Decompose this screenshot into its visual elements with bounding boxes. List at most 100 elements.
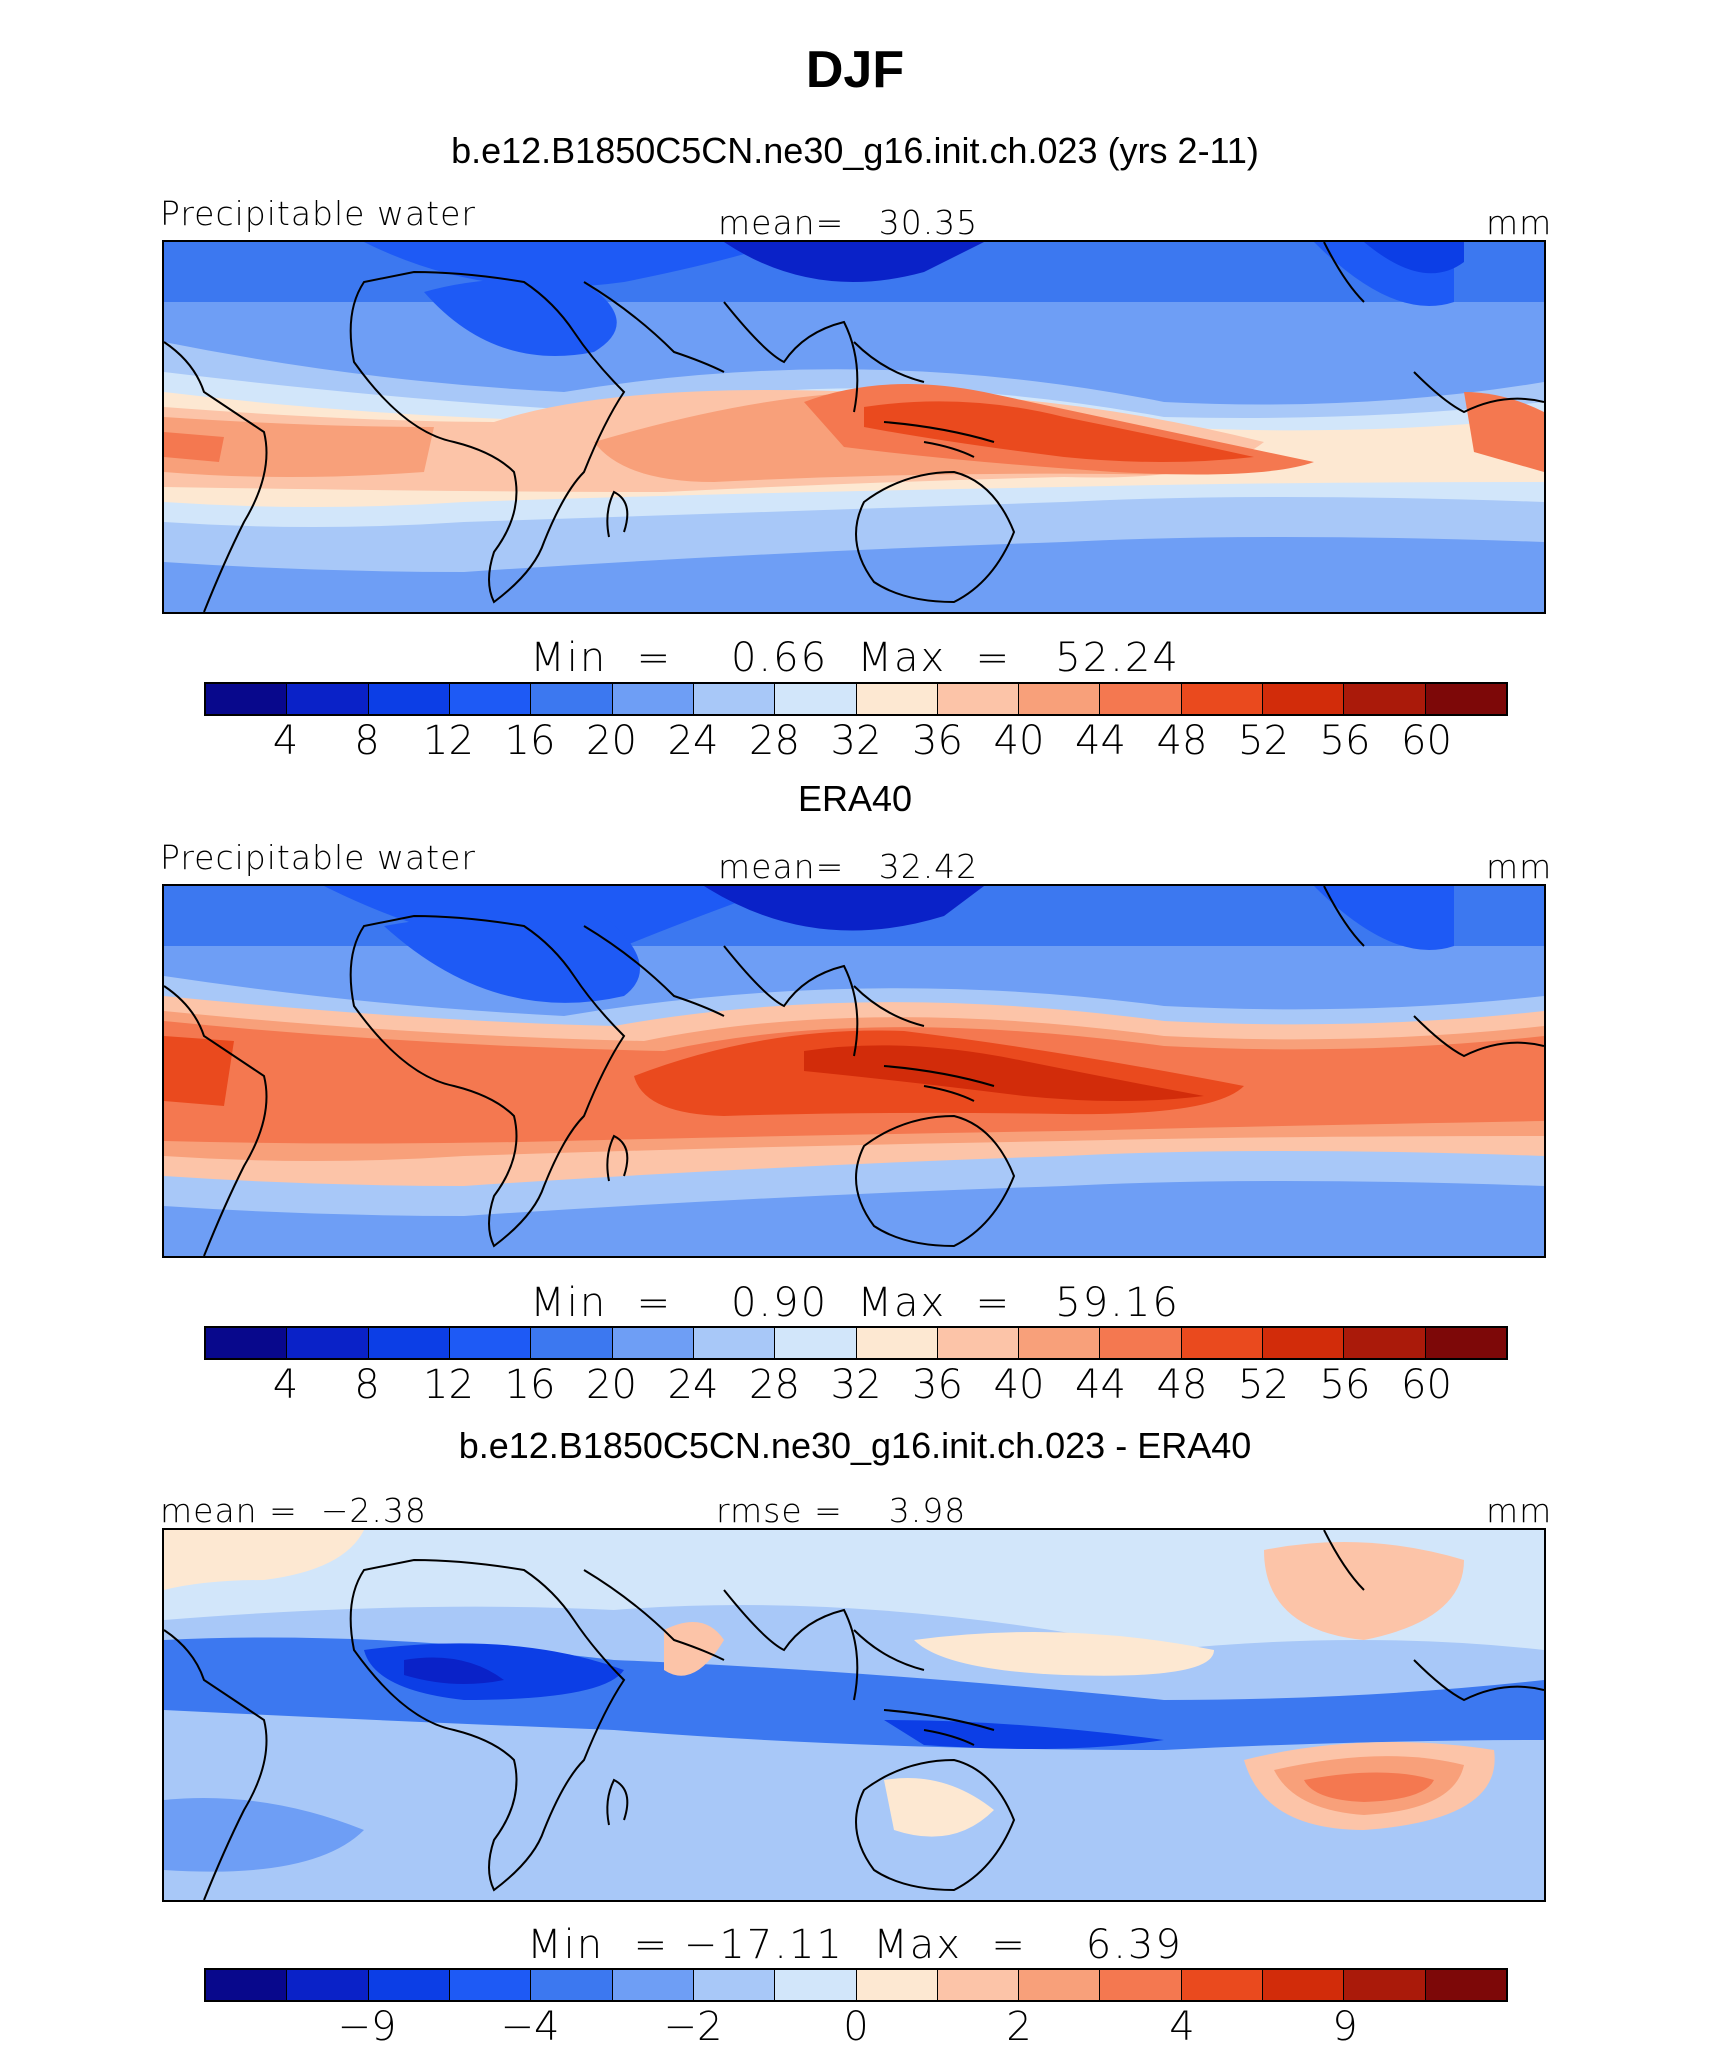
colorbar-box: [1019, 684, 1101, 714]
colorbar-box: [1344, 1328, 1426, 1358]
colorbar-box: [1100, 1970, 1182, 2000]
tick-label: 12: [423, 1362, 474, 1408]
minmax-label: Min = 0.90 Max = 59.16: [530, 1280, 1180, 1326]
colorbar-box: [1263, 1328, 1345, 1358]
colorbar-box: [612, 684, 694, 714]
colorbar-box: [856, 684, 938, 714]
tick-label: 9: [1332, 2004, 1358, 2050]
tick-label: 28: [749, 718, 800, 764]
colorbar-box: [937, 684, 1020, 714]
tick-label: 56: [1319, 1362, 1371, 1408]
tick-label: −2: [663, 2004, 723, 2050]
tick-label: 4: [1169, 2004, 1195, 2050]
colorbar-box: [449, 684, 532, 714]
colorbar-box: [1100, 684, 1182, 714]
colorbar-box: [1425, 1328, 1506, 1358]
tick-label: 4: [272, 718, 299, 764]
tick-label: 44: [1075, 718, 1126, 764]
field-label: Precipitable water: [160, 838, 476, 877]
colorbar-box: [1181, 684, 1264, 714]
colorbar-box: [856, 1970, 938, 2000]
field-label: Precipitable water: [160, 194, 476, 233]
tick-label: 32: [830, 718, 882, 764]
tick-label: 12: [423, 718, 474, 764]
colorbar-box: [775, 684, 857, 714]
minmax-label: Min = −17.11 Max = 6.39: [527, 1922, 1183, 1968]
units-label: mm: [1486, 847, 1553, 886]
tick-label: 20: [586, 1362, 637, 1408]
colorbar-box: [693, 1328, 776, 1358]
units-label: mm: [1486, 1491, 1553, 1530]
colorbar-box: [1100, 1328, 1182, 1358]
tick-label: −9: [337, 2004, 397, 2050]
colorbar-box: [775, 1970, 857, 2000]
tick-label: 24: [667, 1362, 719, 1408]
colorbar-box: [287, 1328, 369, 1358]
tick-label: 16: [504, 718, 556, 764]
colorbar-box: [1181, 1970, 1264, 2000]
tick-label: 2: [1006, 2004, 1032, 2050]
figure-title: DJF: [805, 41, 905, 99]
colorbar-box: [1263, 1970, 1345, 2000]
colorbar-box: [1019, 1328, 1101, 1358]
tick-label: 48: [1156, 718, 1208, 764]
colorbar: [204, 682, 1508, 716]
colorbar-box: [1425, 684, 1506, 714]
tick-label: 32: [830, 1362, 882, 1408]
colorbar-box: [612, 1328, 694, 1358]
colorbar-box: [856, 1328, 938, 1358]
colorbar-box: [206, 684, 288, 714]
colorbar-box: [449, 1970, 532, 2000]
tick-label: 0: [843, 2004, 869, 2050]
colorbar-box: [206, 1328, 288, 1358]
colorbar-box: [693, 684, 776, 714]
colorbar-box: [1344, 684, 1426, 714]
colorbar-box: [937, 1328, 1020, 1358]
map-diff: [162, 1528, 1546, 1902]
colorbar-box: [1263, 684, 1345, 714]
tick-label: 44: [1075, 1362, 1126, 1408]
tick-label: 52: [1238, 718, 1289, 764]
panel-title-diff: b.e12.B1850C5CN.ne30_g16.init.ch.023 - E…: [458, 1425, 1252, 1466]
mean-label: mean= 30.35: [718, 203, 979, 242]
colorbar-box: [1181, 1328, 1264, 1358]
colorbar: [204, 1326, 1508, 1360]
colorbar-box: [1425, 1970, 1506, 2000]
units-label: mm: [1486, 203, 1553, 242]
rmse-label: rmse = 3.98: [716, 1491, 967, 1530]
tick-label: 24: [667, 718, 719, 764]
tick-label: 36: [912, 718, 963, 764]
colorbar-box: [287, 684, 369, 714]
tick-label: −4: [500, 2004, 560, 2050]
mean-label: mean= 32.42: [718, 847, 979, 886]
minmax-label: Min = 0.66 Max = 52.24: [530, 635, 1180, 681]
tick-label: 56: [1319, 718, 1371, 764]
map-obs: [162, 884, 1546, 1258]
tick-label: 48: [1156, 1362, 1208, 1408]
tick-label: 28: [749, 1362, 800, 1408]
map-model: [162, 240, 1546, 614]
colorbar-box: [937, 1970, 1020, 2000]
tick-label: 60: [1401, 718, 1452, 764]
colorbar-box: [449, 1328, 532, 1358]
mean-label: mean = −2.38: [160, 1491, 427, 1530]
colorbar-ticks: 4 8 12 16 20 24 28 32 36 40 44 48 52 56 …: [204, 718, 1508, 768]
panel-title-model: b.e12.B1850C5CN.ne30_g16.init.ch.023 (yr…: [451, 130, 1259, 171]
tick-label: 52: [1238, 1362, 1289, 1408]
tick-label: 4: [272, 1362, 299, 1408]
colorbar-ticks: −9 −4 −2 0 2 4 9: [204, 2004, 1508, 2054]
colorbar-box: [1344, 1970, 1426, 2000]
colorbar-box: [612, 1970, 694, 2000]
tick-label: 16: [504, 1362, 556, 1408]
colorbar-box: [775, 1328, 857, 1358]
tick-label: 40: [993, 1362, 1045, 1408]
panel-title-obs: ERA40: [797, 778, 913, 819]
tick-label: 36: [912, 1362, 963, 1408]
colorbar-box: [368, 684, 450, 714]
colorbar-box: [531, 1970, 613, 2000]
colorbar-box: [368, 1970, 450, 2000]
colorbar-box: [1019, 1970, 1101, 2000]
tick-label: 8: [354, 718, 380, 764]
colorbar: [204, 1968, 1508, 2002]
tick-label: 40: [993, 718, 1045, 764]
